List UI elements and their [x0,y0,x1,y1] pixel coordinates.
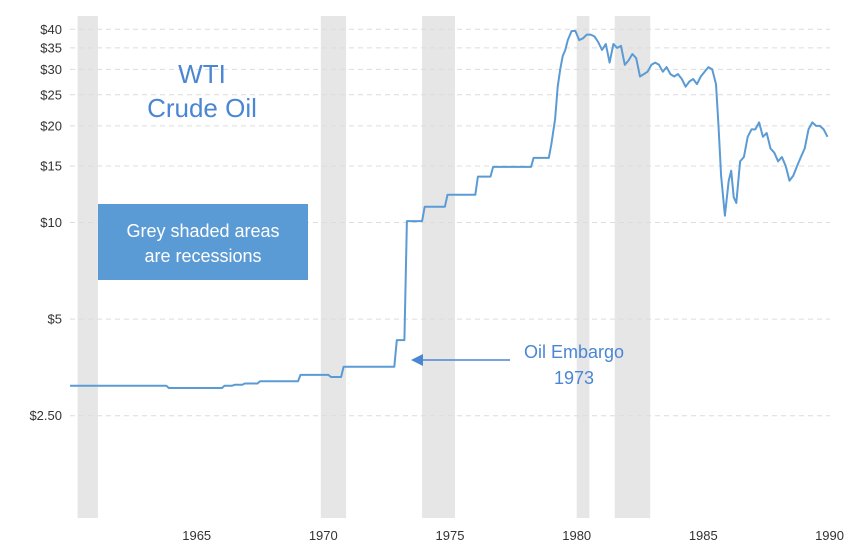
x-axis-ticks: 1965 1970 1975 1980 1985 1990 [182,528,844,543]
chart-title-line-1: WTI [178,59,226,89]
annotation-label-line-2: 1973 [554,368,594,388]
annotation-arrow-head [411,354,423,366]
y-tick-label: $25 [40,87,62,102]
annotation-label-line-1: Oil Embargo [524,342,624,362]
recession-band-2 [320,16,347,518]
recession-note-line-1: Grey shaded areas [126,221,279,241]
x-tick-label: 1970 [309,528,338,543]
recession-bands [77,16,651,518]
y-tick-label: $40 [40,22,62,37]
wti-price-line [70,30,829,389]
recession-band-4 [576,16,590,518]
x-tick-label: 1985 [689,528,718,543]
recession-note-line-2: are recessions [144,246,261,266]
y-tick-label: $30 [40,62,62,77]
grid-lines [70,28,830,417]
y-tick-label: $2.50 [29,408,62,423]
oil-embargo-annotation: Oil Embargo 1973 [411,342,624,388]
y-tick-label: $35 [40,40,62,55]
x-tick-label: 1965 [182,528,211,543]
recession-band-5 [614,16,651,518]
y-axis-ticks: $40 $35 $30 $25 $20 $15 $10 $5 $2.50 [29,22,62,423]
y-tick-label: $10 [40,215,62,230]
y-tick-label: $20 [40,118,62,133]
recession-band-1 [77,16,98,518]
y-tick-label: $15 [40,159,62,174]
recession-note-box [98,204,308,280]
price-series [70,30,829,389]
y-tick-label: $5 [48,312,62,327]
x-tick-label: 1975 [436,528,465,543]
chart-title-line-2: Crude Oil [147,93,257,123]
x-tick-label: 1990 [815,528,844,543]
recession-band-3 [422,16,455,518]
x-tick-label: 1980 [562,528,591,543]
